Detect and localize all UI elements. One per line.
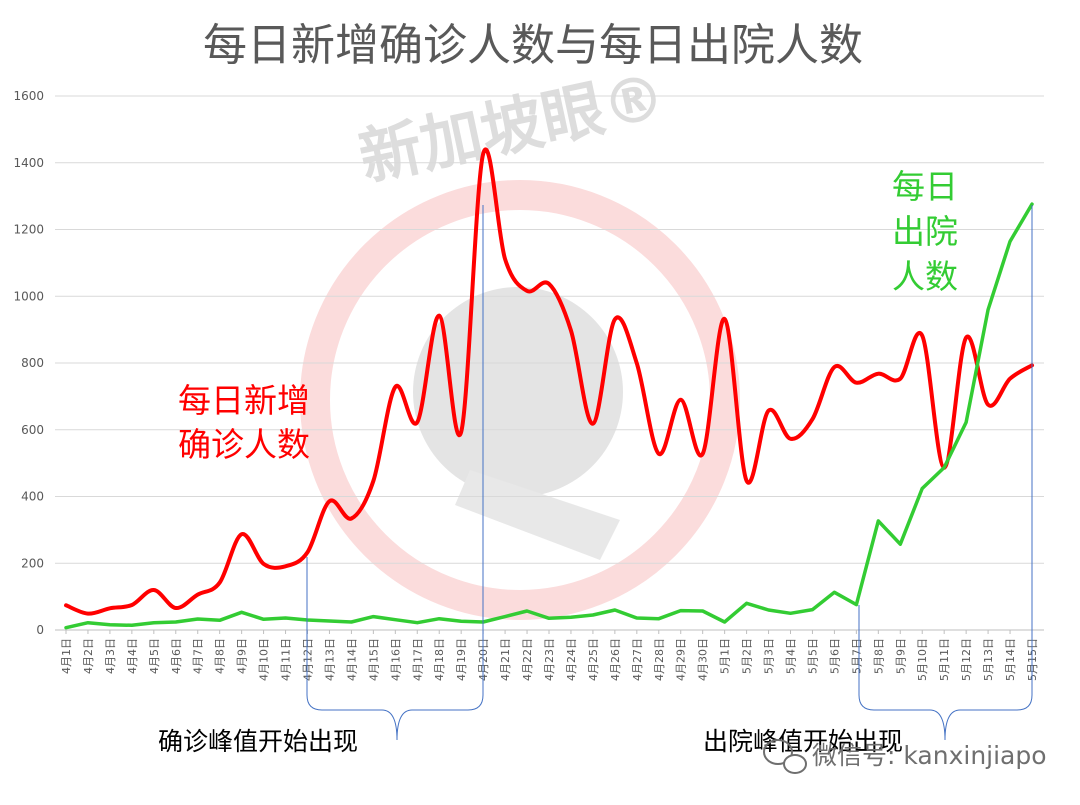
series-label-discharged-line-1: 每日 bbox=[892, 167, 958, 206]
series-label-discharged-line-2: 出院 bbox=[892, 212, 958, 251]
x-tick-label: 5月14日 bbox=[1004, 638, 1017, 681]
watermark-brand: 新加坡眼® bbox=[353, 59, 671, 195]
x-tick-label: 4月19日 bbox=[455, 638, 468, 681]
x-tick-label: 4月7日 bbox=[192, 638, 205, 674]
x-tick-label: 4月8日 bbox=[214, 638, 227, 674]
x-tick-label: 4月24日 bbox=[565, 638, 578, 681]
chart-title: 每日新增确诊人数与每日出院人数 bbox=[203, 20, 863, 71]
series-lines bbox=[64, 147, 1034, 630]
y-tick-label: 1200 bbox=[13, 223, 44, 237]
annotation-discharged-text: 出院峰值开始出现 bbox=[703, 727, 903, 756]
series-label-confirmed-line-1: 每日新增 bbox=[178, 381, 310, 420]
x-tick-label: 4月25日 bbox=[587, 638, 600, 681]
series-label-confirmed: 每日新增 确诊人数 bbox=[178, 381, 310, 464]
wechat-id: 微信号: kanxinjiapo bbox=[812, 741, 1047, 770]
x-tick-label: 4月26日 bbox=[609, 638, 622, 681]
y-tick-label: 600 bbox=[21, 423, 44, 437]
x-tick-label: 4月30日 bbox=[697, 638, 710, 681]
watermark-logo: 新加坡眼® bbox=[300, 59, 740, 620]
x-tick-label: 4月21日 bbox=[499, 638, 512, 681]
wechat-watermark: 微信号: kanxinjiapo bbox=[763, 739, 1047, 774]
x-tick-label: 5月11日 bbox=[938, 638, 951, 681]
x-tick-label: 5月10日 bbox=[916, 638, 929, 681]
annotation-discharged-peak: 出院峰值开始出现 bbox=[703, 205, 1033, 756]
x-tick-label: 4月3日 bbox=[104, 638, 117, 674]
x-tick-label: 5月12日 bbox=[960, 638, 973, 681]
x-tick-label: 4月20日 bbox=[477, 638, 490, 681]
x-tick-label: 4月18日 bbox=[433, 638, 446, 681]
x-tick-label: 4月11日 bbox=[280, 638, 293, 681]
x-tick-label: 4月17日 bbox=[411, 638, 424, 681]
x-tick-label: 4月9日 bbox=[236, 638, 249, 674]
x-axis: 4月1日 4月2日 4月3日 4月4日 4月5日 4月6日 4月7日 4月8日 4月9日 4月10… bbox=[60, 630, 1039, 681]
series-label-discharged-line-3: 人数 bbox=[892, 257, 958, 296]
x-tick-label: 5月9日 bbox=[894, 638, 907, 674]
series-line-confirmed bbox=[64, 147, 1034, 616]
series-line-discharged bbox=[64, 202, 1034, 630]
x-tick-label: 4月15日 bbox=[367, 638, 380, 681]
series-label-confirmed-line-2: 确诊人数 bbox=[178, 425, 310, 464]
y-tick-label: 1400 bbox=[13, 156, 44, 170]
annotation-confirmed-text: 确诊峰值开始出现 bbox=[158, 727, 358, 756]
x-tick-label: 5月4日 bbox=[785, 638, 798, 674]
y-tick-label: 1000 bbox=[13, 289, 44, 303]
y-tick-label: 200 bbox=[21, 556, 44, 570]
bracket-discharged-peak bbox=[858, 205, 1033, 741]
y-axis: 0 200 400 600 800 1000 1200 1400 1600 bbox=[13, 89, 44, 637]
y-tick-label: 0 bbox=[36, 623, 44, 637]
x-tick-label: 5月3日 bbox=[763, 638, 776, 674]
x-tick-label: 4月14日 bbox=[345, 638, 358, 681]
x-tick-label: 4月2日 bbox=[82, 638, 95, 674]
x-tick-label: 4月4日 bbox=[126, 638, 139, 674]
x-tick-label: 5月1日 bbox=[719, 638, 732, 674]
y-tick-label: 400 bbox=[21, 490, 44, 504]
x-tick-label: 4月29日 bbox=[675, 638, 688, 681]
x-tick-label: 5月8日 bbox=[872, 638, 885, 674]
x-tick-label: 4月6日 bbox=[170, 638, 183, 674]
x-tick-label: 5月5日 bbox=[806, 638, 819, 674]
x-tick-label: 4月13日 bbox=[323, 638, 336, 681]
x-tick-label: 5月7日 bbox=[850, 638, 863, 674]
x-tick-label: 5月6日 bbox=[828, 638, 841, 674]
x-tick-label: 4月27日 bbox=[631, 638, 644, 681]
grid bbox=[55, 95, 1044, 631]
x-tick-label: 4月22日 bbox=[521, 638, 534, 681]
x-tick-label: 4月23日 bbox=[543, 638, 556, 681]
x-tick-label: 4月12日 bbox=[302, 638, 315, 681]
y-tick-label: 800 bbox=[21, 356, 44, 370]
bracket-confirmed-peak bbox=[306, 205, 484, 741]
series-label-discharged: 每日 出院 人数 bbox=[892, 167, 958, 296]
x-tick-label: 4月16日 bbox=[389, 638, 402, 681]
annotation-confirmed-peak: 确诊峰值开始出现 bbox=[158, 205, 484, 756]
x-tick-label: 4月28日 bbox=[653, 638, 666, 681]
x-tick-label: 4月10日 bbox=[258, 638, 271, 681]
x-tick-label: 5月13日 bbox=[982, 638, 995, 681]
x-tick-label: 5月2日 bbox=[741, 638, 754, 674]
wechat-icon bbox=[763, 739, 807, 774]
x-tick-label: 4月5日 bbox=[148, 638, 161, 674]
y-tick-label: 1600 bbox=[13, 89, 44, 103]
x-tick-label: 4月1日 bbox=[60, 638, 73, 674]
